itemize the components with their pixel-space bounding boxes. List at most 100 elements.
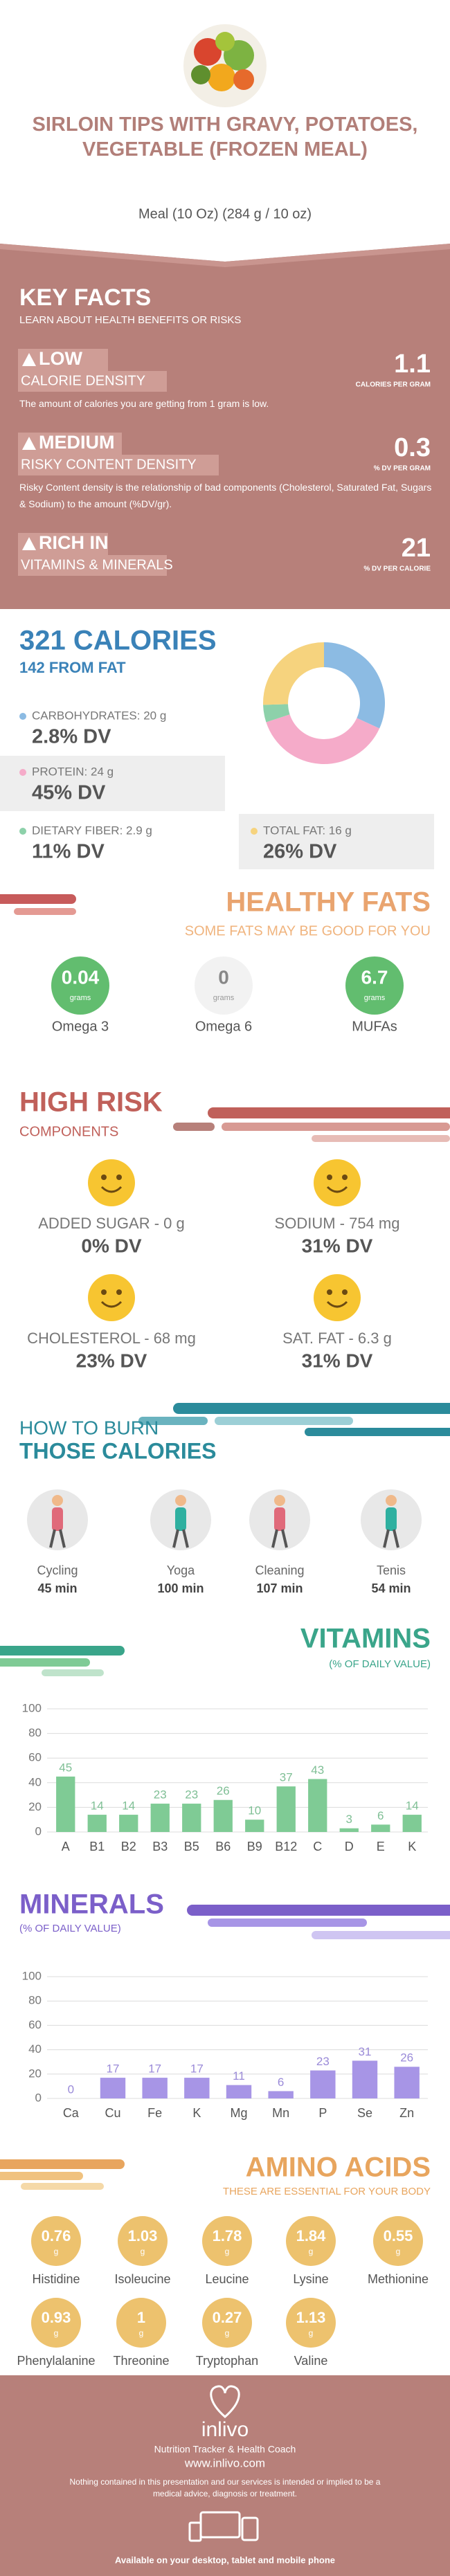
macro-dv: 26% DV bbox=[263, 841, 337, 863]
macro-dv: 45% DV bbox=[32, 782, 106, 804]
bar bbox=[394, 2067, 420, 2098]
y-tick-label: 60 bbox=[28, 2018, 42, 2031]
smiley-eye bbox=[327, 1289, 332, 1295]
amino-name: Tryptophan bbox=[196, 2354, 258, 2368]
smiley-eye bbox=[116, 1289, 122, 1295]
smiley-eye bbox=[327, 1174, 332, 1180]
activity-icon-head bbox=[386, 1495, 397, 1506]
risk-dv: 0% DV bbox=[81, 1235, 141, 1256]
y-tick-label: 20 bbox=[28, 2067, 42, 2080]
bar-value-label: 14 bbox=[91, 1799, 104, 1813]
device-icon bbox=[188, 2521, 202, 2542]
fact-description: The amount of calories you are getting f… bbox=[19, 398, 269, 409]
calories-subtitle: 142 FROM FAT bbox=[19, 659, 126, 676]
tagline: Nutrition Tracker & Health Coach bbox=[154, 2444, 296, 2455]
risk-dv: 31% DV bbox=[302, 1235, 373, 1256]
smiley-eye bbox=[101, 1174, 107, 1180]
bar bbox=[150, 1804, 170, 1832]
activity-icon-leg bbox=[393, 1529, 399, 1548]
level: MEDIUM bbox=[39, 432, 115, 453]
amino-value: 0.93 bbox=[42, 2309, 71, 2326]
activity-icon-body bbox=[386, 1507, 397, 1531]
legend-dot bbox=[19, 769, 26, 776]
amino-name: Threonine bbox=[113, 2354, 169, 2368]
bar-value-label: 17 bbox=[148, 2062, 161, 2076]
calories-title: 321 CALORIES bbox=[19, 626, 217, 656]
amino-unit: g bbox=[54, 2328, 59, 2338]
x-tick-label: Mn bbox=[272, 2106, 289, 2120]
fact-unit: % DV PER GRAM bbox=[374, 465, 431, 473]
bar-value-label: 31 bbox=[359, 2045, 372, 2058]
bar bbox=[339, 1828, 359, 1832]
burn-title: THOSE CALORIES bbox=[19, 1438, 216, 1463]
key-facts-subtitle: LEARN ABOUT HEALTH BENEFITS OR RISKS bbox=[19, 314, 241, 326]
name-bg bbox=[18, 371, 167, 392]
bar bbox=[182, 1804, 201, 1832]
risk-label: CHOLESTEROL - 68 mg bbox=[27, 1330, 196, 1347]
amino-name: Methionine bbox=[368, 2272, 429, 2286]
amino-name: Valine bbox=[294, 2354, 328, 2368]
fact-unit: % DV PER CALORIE bbox=[363, 565, 431, 573]
amino-value: 1 bbox=[137, 2309, 145, 2326]
decor-bar bbox=[173, 1123, 215, 1131]
fat-circle bbox=[51, 956, 109, 1015]
title: SIRLOIN TIPS WITH GRAVY, POTATOES, VEGET… bbox=[32, 114, 418, 161]
activity-icon-leg bbox=[383, 1529, 390, 1548]
bar-value-label: 14 bbox=[406, 1799, 419, 1813]
fact-value: 1.1 bbox=[394, 350, 431, 379]
name-bg bbox=[18, 455, 219, 475]
x-tick-label: Se bbox=[357, 2106, 372, 2120]
fat-circle bbox=[345, 956, 404, 1015]
macro-label: TOTAL FAT: 16 g bbox=[263, 824, 352, 837]
key-facts-bg bbox=[0, 244, 450, 609]
amino-value: 0.55 bbox=[384, 2227, 413, 2244]
level-icon bbox=[22, 437, 36, 450]
disclaimer-box: Nothing contained in this presentation a… bbox=[70, 2477, 381, 2498]
amino-unit: g bbox=[309, 2328, 314, 2338]
activity-icon-leg bbox=[49, 1529, 56, 1548]
decor-bar bbox=[208, 1919, 367, 1927]
activity-icon-leg bbox=[59, 1529, 66, 1548]
high-risk-subtitle: COMPONENTS bbox=[19, 1124, 118, 1139]
x-tick-label: D bbox=[345, 1840, 354, 1853]
fact-name: RISKY CONTENT DENSITY bbox=[21, 457, 197, 472]
smiley-eye bbox=[116, 1174, 122, 1180]
platforms: Available on your desktop, tablet and mo… bbox=[115, 2555, 335, 2565]
x-tick-label: E bbox=[377, 1840, 385, 1853]
bar-value-label: 23 bbox=[185, 1788, 198, 1802]
x-tick-label: B6 bbox=[215, 1840, 231, 1853]
bar bbox=[308, 1779, 327, 1832]
amino-circle bbox=[31, 2298, 81, 2348]
level-icon bbox=[22, 537, 36, 550]
bar bbox=[184, 2078, 210, 2098]
smiley-eye bbox=[342, 1174, 348, 1180]
amino-name: Histidine bbox=[32, 2272, 80, 2286]
food-item bbox=[215, 32, 235, 51]
fat-name: Omega 6 bbox=[195, 1019, 252, 1034]
legend-dot bbox=[19, 828, 26, 835]
activity-icon-leg bbox=[281, 1529, 288, 1548]
bar-value-label: 14 bbox=[122, 1799, 135, 1813]
amino-value: 1.84 bbox=[296, 2227, 327, 2244]
bar-value-label: 23 bbox=[316, 2055, 330, 2068]
x-tick-label: C bbox=[313, 1840, 322, 1853]
smiley-mouth bbox=[100, 1186, 123, 1193]
decor-bar bbox=[0, 2172, 83, 2180]
activity-icon-leg bbox=[172, 1529, 179, 1548]
activity-name: Yoga bbox=[167, 1563, 195, 1577]
x-tick-label: Ca bbox=[63, 2106, 80, 2120]
y-tick-label: 40 bbox=[28, 2042, 42, 2056]
smiley-mouth bbox=[100, 1300, 123, 1308]
fat-value: 0.04 bbox=[62, 966, 100, 988]
decor-bar bbox=[14, 908, 76, 915]
minerals-subtitle: (% OF DAILY VALUE) bbox=[19, 1923, 121, 1934]
bar bbox=[226, 2085, 252, 2098]
bar bbox=[100, 2078, 126, 2098]
risk-label: SAT. FAT - 6.3 g bbox=[282, 1330, 392, 1347]
activity-time: 54 min bbox=[371, 1581, 411, 1595]
bar-value-label: 17 bbox=[190, 2062, 204, 2076]
smiley bbox=[88, 1274, 135, 1321]
bar bbox=[310, 2070, 336, 2098]
